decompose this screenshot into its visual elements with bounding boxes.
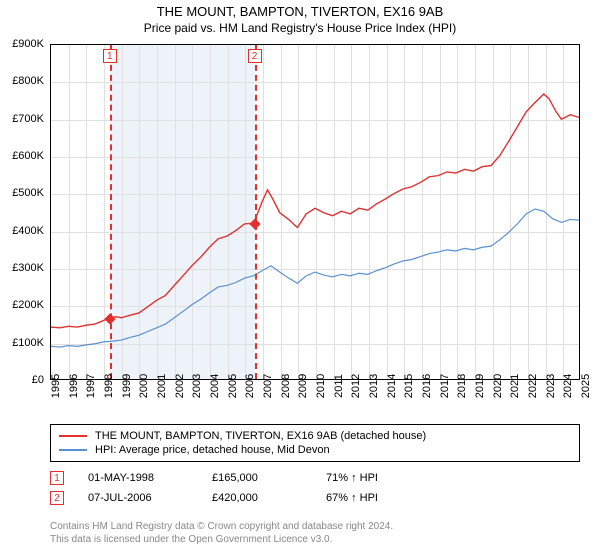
legend-row: HPI: Average price, detached house, Mid …: [59, 443, 571, 457]
y-tick-label: £400K: [12, 225, 44, 237]
sale-row: 1 01-MAY-1998 £165,000 71% ↑ HPI: [50, 468, 580, 488]
x-tick-label: 2025: [580, 374, 592, 398]
x-tick-label: 2003: [191, 374, 203, 398]
x-tick-label: 2014: [386, 374, 398, 398]
y-tick-label: £100K: [12, 337, 44, 349]
y-axis: £0£100K£200K£300K£400K£500K£600K£700K£80…: [0, 44, 48, 380]
x-axis: 1995199619971998199920002001200220032004…: [50, 382, 580, 418]
legend-label: THE MOUNT, BAMPTON, TIVERTON, EX16 9AB (…: [95, 430, 426, 442]
x-tick-label: 2011: [333, 374, 345, 398]
x-tick-label: 1998: [103, 374, 115, 398]
footer-line-2: This data is licensed under the Open Gov…: [50, 533, 580, 546]
x-tick-label: 2020: [492, 374, 504, 398]
x-tick-label: 2001: [156, 374, 168, 398]
marker-line: [255, 45, 257, 379]
x-tick-label: 1995: [50, 374, 62, 398]
x-tick-label: 1997: [85, 374, 97, 398]
marker-box: 1: [103, 49, 117, 63]
sale-price: £420,000: [212, 492, 302, 504]
x-tick-label: 2010: [315, 374, 327, 398]
sale-price: £165,000: [212, 472, 302, 484]
plot-area: 12: [50, 44, 580, 380]
series-line-hpi: [51, 209, 579, 347]
x-tick-label: 2012: [350, 374, 362, 398]
y-tick-label: £0: [32, 374, 44, 386]
x-tick-label: 2006: [244, 374, 256, 398]
x-tick-label: 2016: [421, 374, 433, 398]
x-tick-label: 2018: [456, 374, 468, 398]
legend-swatch: [59, 435, 87, 437]
chart-container: THE MOUNT, BAMPTON, TIVERTON, EX16 9AB P…: [0, 0, 600, 560]
series-line-price_paid: [51, 94, 579, 328]
sale-pct: 71% ↑ HPI: [326, 472, 416, 484]
sale-pct: 67% ↑ HPI: [326, 492, 416, 504]
y-tick-label: £300K: [12, 262, 44, 274]
sales-table: 1 01-MAY-1998 £165,000 71% ↑ HPI 2 07-JUL-200…: [50, 468, 580, 508]
y-tick-label: £500K: [12, 187, 44, 199]
y-tick-label: £200K: [12, 299, 44, 311]
chart-subtitle: Price paid vs. HM Land Registry's House …: [0, 21, 600, 35]
sale-marker-box: 1: [50, 471, 64, 485]
sale-date: 07-JUL-2006: [88, 492, 188, 504]
legend-label: HPI: Average price, detached house, Mid …: [95, 444, 330, 456]
footer: Contains HM Land Registry data © Crown c…: [50, 520, 580, 546]
footer-line-1: Contains HM Land Registry data © Crown c…: [50, 520, 580, 533]
legend-swatch: [59, 449, 87, 451]
x-tick-label: 2023: [545, 374, 557, 398]
y-tick-label: £700K: [12, 113, 44, 125]
x-tick-label: 2017: [439, 374, 451, 398]
x-tick-label: 2024: [562, 374, 574, 398]
x-tick-label: 2021: [509, 374, 521, 398]
title-area: THE MOUNT, BAMPTON, TIVERTON, EX16 9AB P…: [0, 0, 600, 37]
x-tick-label: 2015: [403, 374, 415, 398]
x-tick-label: 2002: [174, 374, 186, 398]
legend: THE MOUNT, BAMPTON, TIVERTON, EX16 9AB (…: [50, 424, 580, 462]
x-tick-label: 2019: [474, 374, 486, 398]
x-tick-label: 2022: [527, 374, 539, 398]
x-tick-label: 2000: [138, 374, 150, 398]
sale-marker-box: 2: [50, 491, 64, 505]
x-tick-label: 2013: [368, 374, 380, 398]
x-tick-label: 2007: [262, 374, 274, 398]
x-tick-label: 2005: [227, 374, 239, 398]
x-tick-label: 2009: [297, 374, 309, 398]
x-tick-label: 1999: [121, 374, 133, 398]
y-tick-label: £800K: [12, 75, 44, 87]
marker-box: 2: [248, 49, 262, 63]
x-tick-label: 2004: [209, 374, 221, 398]
sale-row: 2 07-JUL-2006 £420,000 67% ↑ HPI: [50, 488, 580, 508]
y-tick-label: £600K: [12, 150, 44, 162]
legend-row: THE MOUNT, BAMPTON, TIVERTON, EX16 9AB (…: [59, 429, 571, 443]
chart-svg: [51, 45, 579, 379]
x-tick-label: 2008: [280, 374, 292, 398]
x-tick-label: 1996: [68, 374, 80, 398]
y-tick-label: £900K: [12, 38, 44, 50]
chart-title: THE MOUNT, BAMPTON, TIVERTON, EX16 9AB: [0, 4, 600, 19]
sale-date: 01-MAY-1998: [88, 472, 188, 484]
marker-line: [110, 45, 112, 379]
